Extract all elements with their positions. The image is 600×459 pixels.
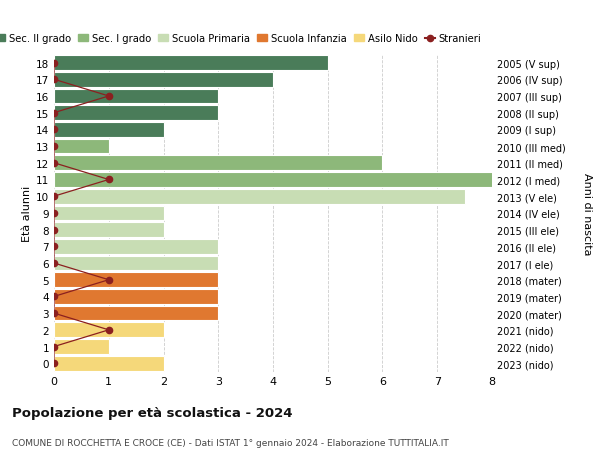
Bar [54, 173, 503, 187]
Bar [54, 140, 109, 154]
Bar [54, 290, 218, 304]
Bar [54, 323, 163, 337]
Legend: Sec. II grado, Sec. I grado, Scuola Primaria, Scuola Infanzia, Asilo Nido, Stran: Sec. II grado, Sec. I grado, Scuola Prim… [0, 30, 485, 48]
Bar [54, 240, 218, 254]
Bar [54, 340, 109, 354]
Bar [54, 306, 218, 321]
Bar [54, 106, 218, 121]
Text: Popolazione per età scolastica - 2024: Popolazione per età scolastica - 2024 [12, 406, 293, 419]
Bar [54, 90, 218, 104]
Bar [54, 123, 163, 137]
Bar [54, 156, 383, 171]
Bar [54, 190, 464, 204]
Bar [54, 56, 328, 71]
Bar [54, 206, 163, 221]
Text: COMUNE DI ROCCHETTA E CROCE (CE) - Dati ISTAT 1° gennaio 2024 - Elaborazione TUT: COMUNE DI ROCCHETTA E CROCE (CE) - Dati … [12, 438, 449, 448]
Y-axis label: Età alunni: Età alunni [22, 185, 32, 241]
Bar [54, 273, 218, 287]
Bar [54, 256, 218, 271]
Bar [54, 356, 163, 371]
Y-axis label: Anni di nascita: Anni di nascita [582, 172, 592, 255]
Bar [54, 73, 273, 87]
Bar [54, 223, 163, 237]
